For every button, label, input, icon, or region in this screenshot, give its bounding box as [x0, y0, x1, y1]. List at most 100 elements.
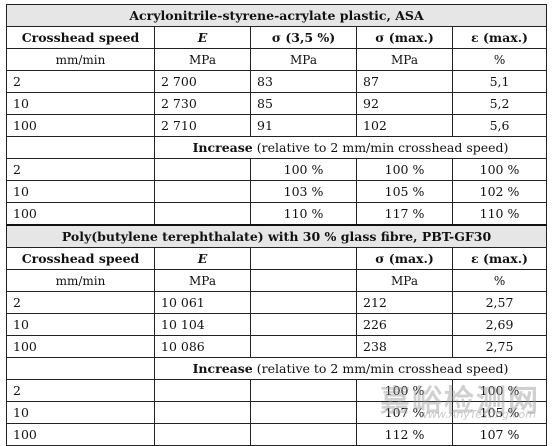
cell: 100 % [250, 158, 357, 181]
table-row: 100 110 % 117 % 110 % [6, 202, 548, 226]
cell: 91 [250, 114, 357, 137]
table-row: 2 100 % 100 % 100 % [6, 158, 548, 181]
table-row: 10 10 104 226 2,69 [6, 313, 548, 336]
pbt-header-speed: Crosshead speed [6, 247, 155, 270]
cell: 102 [356, 114, 453, 137]
cell [250, 423, 357, 446]
table-row: 100 10 086 238 2,75 [6, 335, 548, 358]
asa-header-strain-max: ε (max.) [451, 26, 548, 49]
asa-increase-label: Increase (relative to 2 mm/min crosshead… [153, 136, 548, 159]
cell: 2 [6, 70, 155, 93]
cell [250, 291, 357, 314]
table-row: 10 2 730 85 92 5,2 [6, 92, 548, 115]
asa-header-stress-35: σ (3,5 %) [250, 26, 357, 49]
pbt-header-empty [250, 247, 357, 270]
asa-header-stress-max: σ (max.) [356, 26, 453, 49]
asa-increase-rest: (relative to 2 mm/min crosshead speed) [252, 140, 509, 155]
cell: 100 % [451, 158, 548, 181]
asa-increase-row: Increase (relative to 2 mm/min crosshead… [6, 136, 548, 159]
cell: 107 % [356, 401, 453, 424]
cell: 10 [6, 401, 155, 424]
cell: 85 [250, 92, 357, 115]
cell: 5,1 [451, 70, 548, 93]
asa-unit-row: mm/min MPa MPa MPa % [6, 48, 548, 71]
cell: 5,2 [451, 92, 548, 115]
pbt-increase-bold: Increase [192, 361, 253, 376]
pbt-header-stress-max: σ (max.) [356, 247, 453, 270]
pbt-header-row: Crosshead speed E σ (max.) ε (max.) [6, 247, 548, 270]
cell: 83 [250, 70, 357, 93]
table-row: 10 103 % 105 % 102 % [6, 180, 548, 203]
pbt-increase-rest: (relative to 2 mm/min crosshead speed) [252, 361, 509, 376]
cell: 10 061 [154, 291, 251, 314]
pbt-unit-modulus: MPa [154, 269, 251, 292]
cell: 117 % [356, 202, 453, 226]
cell: 105 % [451, 401, 548, 424]
cell: 2 [6, 379, 155, 402]
cell: 2 [6, 158, 155, 181]
cell: 110 % [250, 202, 357, 226]
pbt-header-strain-max: ε (max.) [451, 247, 548, 270]
cell: 105 % [356, 180, 453, 203]
asa-header-speed: Crosshead speed [6, 26, 155, 49]
asa-title-row: Acrylonitrile-styrene-acrylate plastic, … [5, 4, 548, 27]
table-row: 2 2 700 83 87 5,1 [6, 70, 548, 93]
cell: 238 [356, 335, 453, 358]
cell: 100 [6, 423, 155, 446]
pbt-header-modulus: E [154, 247, 251, 270]
cell: 112 % [356, 423, 453, 446]
asa-unit-speed: mm/min [6, 48, 155, 71]
cell: 2,69 [451, 313, 548, 336]
cell: 2 700 [154, 70, 251, 93]
pbt-increase-row: Increase (relative to 2 mm/min crosshead… [6, 357, 548, 380]
cell: 10 [6, 313, 155, 336]
asa-title: Acrylonitrile-styrene-acrylate plastic, … [5, 4, 548, 27]
pbt-increase-label: Increase (relative to 2 mm/min crosshead… [153, 357, 548, 380]
cell: 92 [356, 92, 453, 115]
pbt-unit-stress-max: MPa [356, 269, 453, 292]
results-table: Acrylonitrile-styrene-acrylate plastic, … [5, 4, 548, 446]
pbt-unit-speed: mm/min [6, 269, 155, 292]
cell: 2 730 [154, 92, 251, 115]
cell: 10 104 [154, 313, 251, 336]
table-row: 100 112 % 107 % [6, 423, 548, 446]
asa-increase-bold: Increase [192, 140, 253, 155]
cell [250, 401, 357, 424]
asa-unit-strain-max: % [451, 48, 548, 71]
cell: 103 % [250, 180, 357, 203]
table-row: 100 2 710 91 102 5,6 [6, 114, 548, 137]
table-row: 2 10 061 212 2,57 [6, 291, 548, 314]
cell: 100 % [356, 379, 453, 402]
cell [250, 335, 357, 358]
cell [250, 313, 357, 336]
asa-header-modulus: E [154, 26, 251, 49]
cell: 2 [6, 291, 155, 314]
cell: 2 710 [154, 114, 251, 137]
pbt-title: Poly(butylene terephthalate) with 30 % g… [5, 224, 548, 248]
pbt-unit-strain-max: % [451, 269, 548, 292]
table-row: 2 100 % 100 % [6, 379, 548, 402]
cell: 10 086 [154, 335, 251, 358]
asa-header-row: Crosshead speed E σ (3,5 %) σ (max.) ε (… [6, 26, 548, 49]
cell: 87 [356, 70, 453, 93]
pbt-title-row: Poly(butylene terephthalate) with 30 % g… [5, 224, 548, 248]
cell: 212 [356, 291, 453, 314]
cell: 2,75 [451, 335, 548, 358]
cell: 110 % [451, 202, 548, 226]
cell: 100 [6, 335, 155, 358]
asa-unit-stress-max: MPa [356, 48, 453, 71]
cell: 100 % [451, 379, 548, 402]
cell: 10 [6, 180, 155, 203]
cell: 107 % [451, 423, 548, 446]
cell: 226 [356, 313, 453, 336]
asa-unit-stress-35: MPa [250, 48, 357, 71]
cell: 10 [6, 92, 155, 115]
cell: 5,6 [451, 114, 548, 137]
cell: 102 % [451, 180, 548, 203]
pbt-unit-empty [250, 269, 357, 292]
results-table-container: Acrylonitrile-styrene-acrylate plastic, … [5, 4, 548, 446]
cell: 100 % [356, 158, 453, 181]
table-row: 10 107 % 105 % [6, 401, 548, 424]
pbt-unit-row: mm/min MPa MPa % [6, 269, 548, 292]
cell [250, 379, 357, 402]
